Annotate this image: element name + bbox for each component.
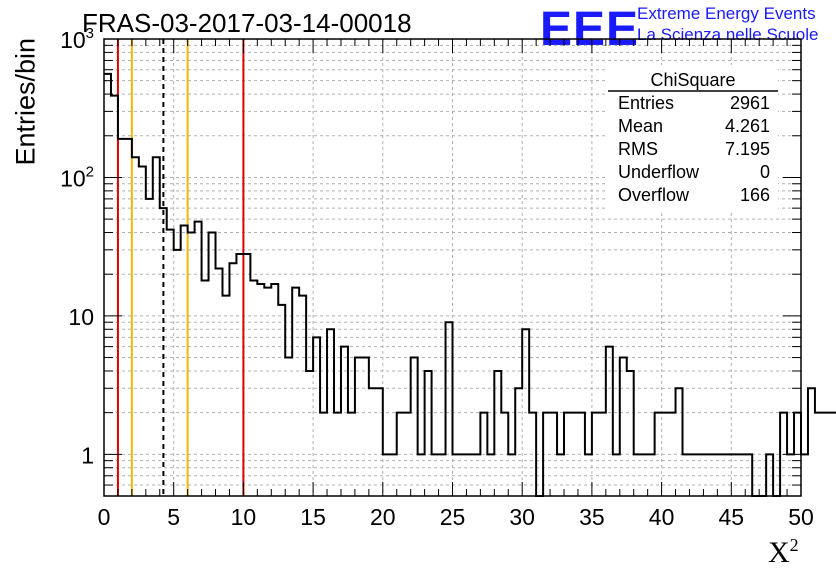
stats-value: 166 <box>740 185 770 205</box>
stats-label: Overflow <box>618 185 690 205</box>
histogram-line <box>104 72 836 497</box>
reference-lines <box>116 39 245 496</box>
x-tick-label: 30 <box>509 504 535 530</box>
stats-title: ChiSquare <box>650 70 735 90</box>
x-tick-label: 5 <box>167 504 180 530</box>
chart-title: FRAS-03-2017-03-14-00018 <box>82 8 412 38</box>
x-tick-label: 20 <box>370 504 396 530</box>
stats-label: Entries <box>618 93 674 113</box>
stats-label: Mean <box>618 116 663 136</box>
logo-line-extreme-energy: Extreme Energy Events <box>637 4 816 23</box>
stats-label: Underflow <box>618 162 700 182</box>
x-tick-label: 0 <box>98 504 111 530</box>
y-tick-label: 102 <box>60 163 94 191</box>
y-axis-ticks: 1 10 102 103 <box>60 25 801 497</box>
y-tick-label: 103 <box>60 25 94 53</box>
stats-label: RMS <box>618 139 658 159</box>
x-tick-label: 15 <box>300 504 326 530</box>
stats-background <box>608 65 778 213</box>
y-tick-label: 1 <box>81 442 94 468</box>
x-tick-label: 45 <box>719 504 745 530</box>
stats-value: 0 <box>760 162 770 182</box>
x-tick-label: 25 <box>440 504 466 530</box>
stats-value: 2961 <box>730 93 770 113</box>
x-axis-ticks: 0 5 10 15 20 25 30 35 40 45 50 <box>98 39 814 530</box>
stats-value: 7.195 <box>725 139 770 159</box>
eee-logo: EEE <box>540 3 640 56</box>
x-tick-label: 35 <box>579 504 605 530</box>
stats-value: 4.261 <box>725 116 770 136</box>
x-tick-label: 10 <box>231 504 257 530</box>
x-axis-label: X2 <box>768 535 799 569</box>
x-tick-label: 50 <box>788 504 814 530</box>
stats-box: ChiSquare Entries 2961 Mean 4.261 RMS 7.195 Und… <box>608 65 778 213</box>
histogram-series <box>104 72 836 497</box>
y-tick-label: 10 <box>68 304 94 330</box>
x-tick-label: 40 <box>649 504 675 530</box>
